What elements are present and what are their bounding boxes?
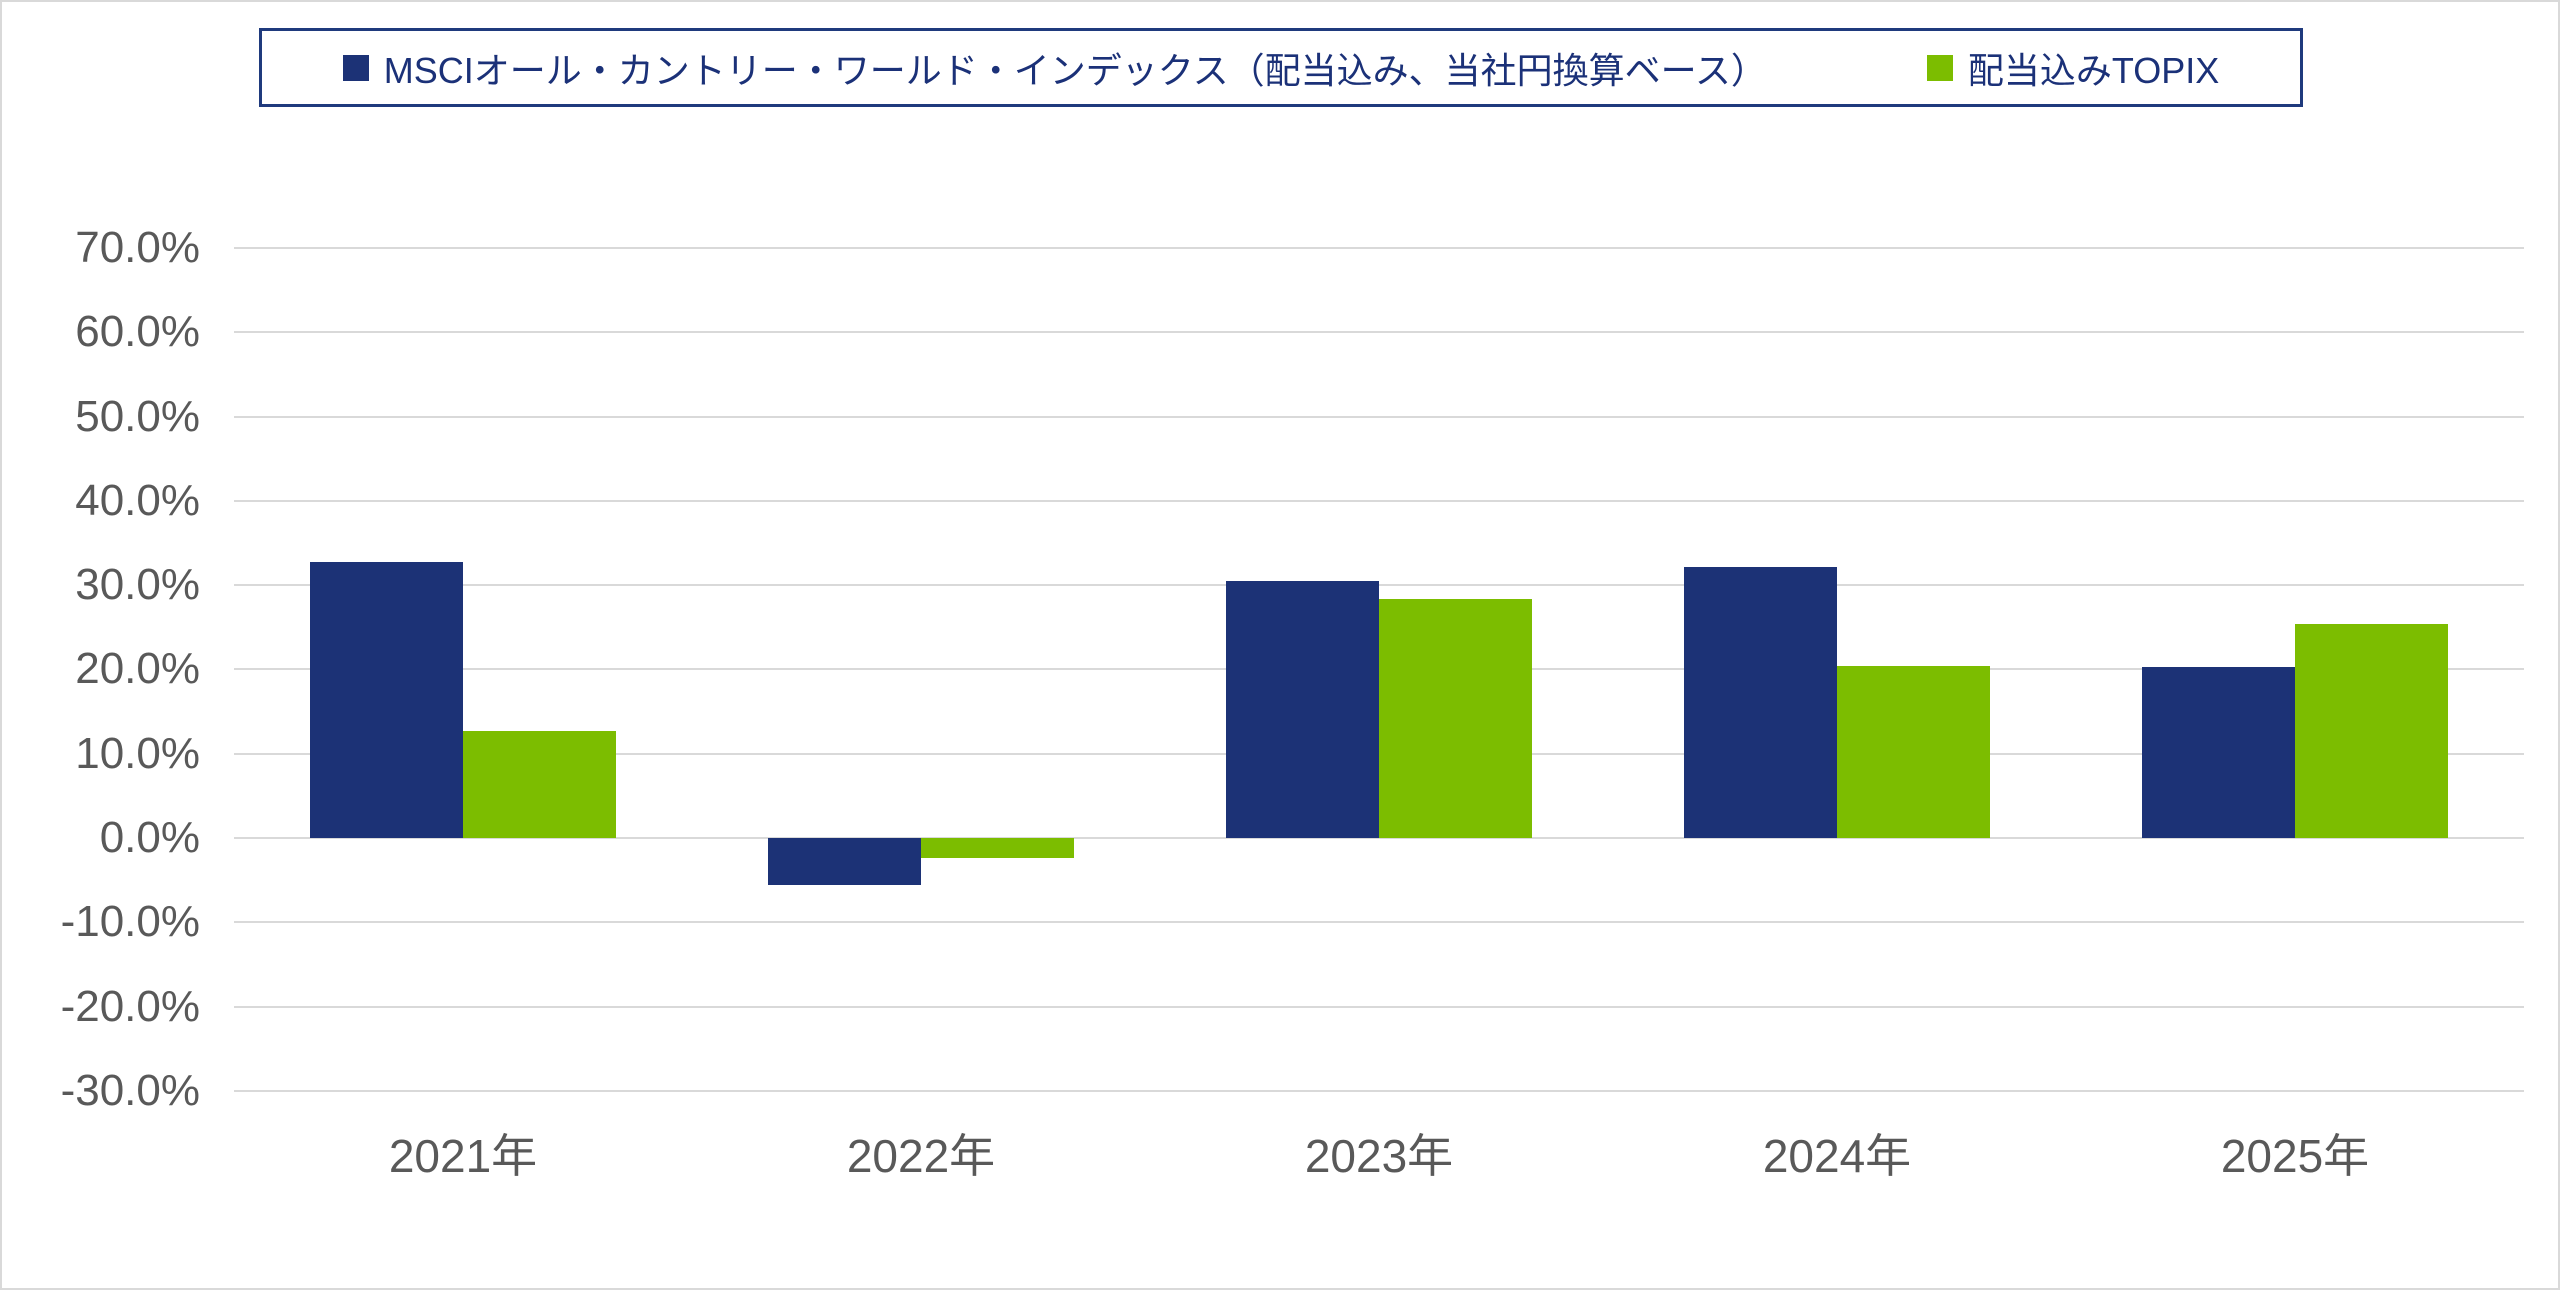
bar-series1-2022年 <box>921 838 1074 859</box>
bar-series1-2021年 <box>463 730 616 838</box>
y-axis-tick-label: 10.0% <box>75 728 200 778</box>
gridline <box>234 584 2524 587</box>
y-axis-tick-label: -30.0% <box>60 1065 200 1115</box>
bar-series1-2023年 <box>1379 599 1532 838</box>
y-axis-tick-label: 70.0% <box>75 222 200 272</box>
bar-series1-2024年 <box>1837 666 1990 838</box>
x-axis-category-label: 2023年 <box>1304 1130 1454 1182</box>
y-axis-tick-label: 20.0% <box>75 644 200 694</box>
legend: MSCIオール・カントリー・ワールド・インデックス（配当込み、当社円換算ベース）… <box>259 28 2303 107</box>
y-axis-tick-label: 60.0% <box>75 307 200 357</box>
y-axis-tick-label: -10.0% <box>60 897 200 947</box>
x-axis-category-label: 2024年 <box>1762 1130 1912 1182</box>
legend-entry-msci: MSCIオール・カントリー・ワールド・インデックス（配当込み、当社円換算ベース） <box>342 42 1767 94</box>
gridline <box>234 1089 2524 1092</box>
bar-series1-2025年 <box>2295 623 2448 838</box>
y-axis-tick-label: 50.0% <box>75 391 200 441</box>
x-axis-category-label: 2025年 <box>2220 1130 2370 1182</box>
x-axis-category-label: 2022年 <box>846 1130 996 1182</box>
bar-series0-2022年 <box>768 838 921 886</box>
bar-series0-2021年 <box>310 562 463 838</box>
gridline <box>234 246 2524 249</box>
gridline <box>234 837 2524 839</box>
gridline <box>234 415 2524 418</box>
gridline <box>234 921 2524 924</box>
x-axis-category-label: 2021年 <box>388 1130 538 1182</box>
legend-marker-msci-icon <box>342 54 369 81</box>
gridline <box>234 1005 2524 1008</box>
bar-series0-2023年 <box>1226 580 1379 838</box>
legend-marker-topix-icon <box>1926 54 1953 81</box>
legend-label-msci: MSCIオール・カントリー・ワールド・インデックス（配当込み、当社円換算ベース） <box>383 49 1767 91</box>
y-axis-tick-label: 0.0% <box>99 813 200 862</box>
y-axis-tick-label: -20.0% <box>60 981 200 1031</box>
gridline <box>234 331 2524 334</box>
y-axis-tick-label: 40.0% <box>75 475 200 525</box>
bar-series0-2025年 <box>2142 666 2295 838</box>
gridline <box>234 499 2524 502</box>
bar-series0-2024年 <box>1684 567 1837 838</box>
y-axis-tick-label: 30.0% <box>75 560 200 610</box>
legend-label-topix: 配当込みTOPIX <box>1967 49 2220 91</box>
legend-entry-topix: 配当込みTOPIX <box>1926 42 2220 94</box>
